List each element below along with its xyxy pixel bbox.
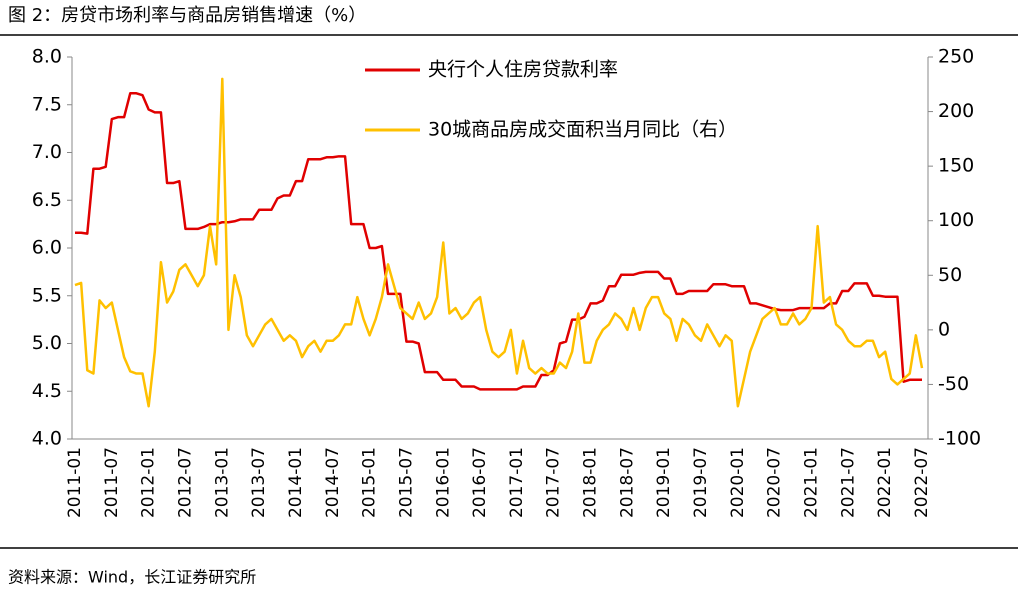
x-tick-label: 2016-07: [470, 447, 490, 518]
x-tick-label: 2014-07: [323, 447, 343, 518]
x-tick-label: 2016-01: [433, 447, 453, 518]
x-tick-label: 2018-01: [581, 447, 601, 518]
x-tick-label: 2022-07: [912, 447, 932, 518]
x-tick-label: 2011-07: [102, 447, 122, 518]
y-tick-label: 4.0: [32, 428, 62, 450]
y-tick-label: 6.0: [32, 237, 62, 259]
y2-tick-label: 50: [938, 264, 962, 286]
y2-tick-label: 0: [938, 318, 950, 340]
x-tick-label: 2014-01: [286, 447, 306, 518]
x-tick-label: 2021-07: [838, 447, 858, 518]
y-tick-label: 5.5: [32, 284, 62, 306]
x-tick-label: 2012-01: [139, 447, 159, 518]
y-tick-label: 4.5: [32, 380, 62, 402]
y-tick-label: 8.0: [32, 46, 62, 68]
x-tick-label: 2020-01: [728, 447, 748, 518]
x-tick-label: 2021-01: [802, 447, 822, 518]
x-tick-label: 2019-01: [654, 447, 674, 518]
y-tick-label: 7.0: [32, 141, 62, 163]
y2-tick-label: -50: [938, 373, 969, 395]
line-series: [74, 77, 924, 408]
x-tick-label: 2015-01: [360, 447, 380, 518]
line-series: [75, 92, 922, 391]
y2-tick-label: 250: [938, 46, 974, 68]
x-tick-label: 2013-01: [212, 447, 232, 518]
y-tick-label: 6.5: [32, 189, 62, 211]
y2-tick-label: 100: [938, 209, 974, 231]
x-tick-label: 2017-01: [507, 447, 527, 518]
y2-tick-label: 150: [938, 155, 974, 177]
y2-tick-label: 200: [938, 100, 974, 122]
x-tick-label: 2018-07: [617, 447, 637, 518]
y-tick-label: 5.0: [32, 332, 62, 354]
y-tick-label: 7.5: [32, 93, 62, 115]
x-tick-label: 2022-01: [875, 447, 895, 518]
chart-title: 图 2：房贷市场利率与商品房销售增速（%）: [8, 5, 366, 26]
y2-tick-label: -100: [938, 428, 981, 450]
x-tick-label: 2011-01: [65, 447, 85, 518]
x-tick-label: 2013-07: [249, 447, 269, 518]
legend-label: 央行个人住房贷款利率: [428, 59, 618, 81]
x-tick-label: 2012-07: [175, 447, 195, 518]
source-note: 资料来源：Wind，长江证券研究所: [8, 568, 256, 587]
legend-label: 30城商品房成交面积当月同比（右）: [428, 119, 737, 141]
x-tick-label: 2019-07: [691, 447, 711, 518]
x-tick-label: 2017-07: [544, 447, 564, 518]
x-tick-label: 2020-07: [765, 447, 785, 518]
x-tick-label: 2015-07: [396, 447, 416, 518]
